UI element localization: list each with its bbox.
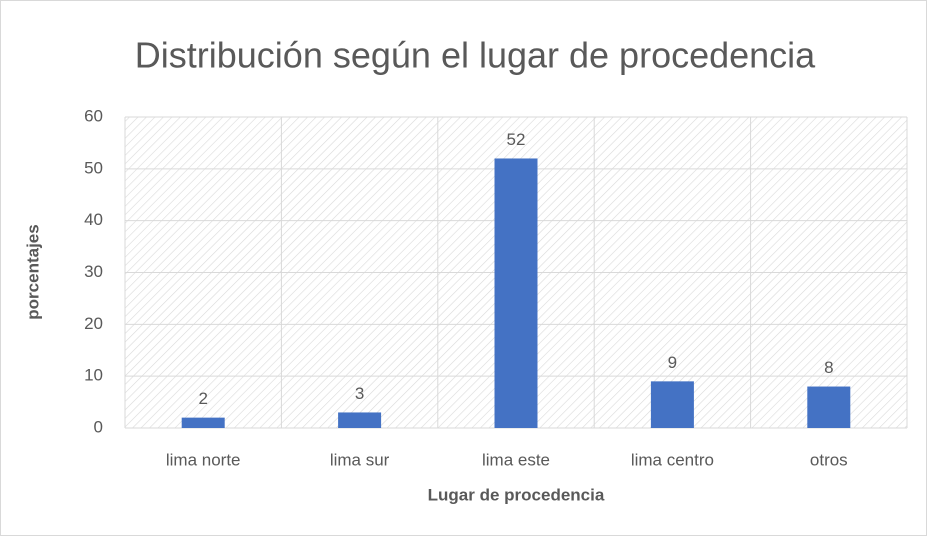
y-tick-label: 40 <box>84 210 103 229</box>
y-tick-label: 30 <box>84 262 103 281</box>
bar <box>807 386 851 428</box>
y-axis-label: porcentajes <box>23 224 42 319</box>
y-tick-label: 10 <box>84 366 103 385</box>
bar <box>181 417 225 428</box>
data-label: 52 <box>507 130 526 149</box>
data-label: 3 <box>355 384 364 403</box>
x-tick-label: lima este <box>482 450 550 469</box>
x-tick-label: lima sur <box>330 450 390 469</box>
bar <box>338 412 382 428</box>
chart-title: Distribución según el lugar de procedenc… <box>135 35 816 76</box>
y-tick-label: 0 <box>94 417 103 436</box>
x-axis-label: Lugar de procedencia <box>428 485 605 504</box>
bar <box>494 158 538 428</box>
x-tick-label: lima norte <box>166 450 241 469</box>
y-tick-label: 60 <box>84 106 103 125</box>
y-tick-label: 50 <box>84 158 103 177</box>
bar <box>650 381 694 428</box>
y-tick-label: 20 <box>84 314 103 333</box>
data-label: 2 <box>198 389 207 408</box>
data-label: 9 <box>668 353 677 372</box>
x-tick-label: lima centro <box>631 450 714 469</box>
data-label: 8 <box>824 358 833 377</box>
x-tick-label: otros <box>810 450 848 469</box>
